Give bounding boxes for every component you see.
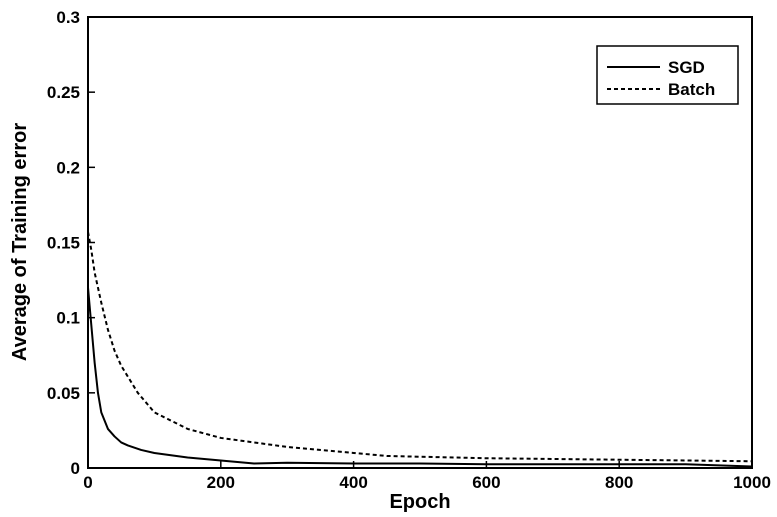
y-tick-label: 0.1 <box>56 309 80 328</box>
x-tick-label: 1000 <box>733 473 771 492</box>
x-tick-label: 200 <box>207 473 235 492</box>
y-tick-label: 0.05 <box>47 384 80 403</box>
series-line-batch <box>87 231 753 463</box>
x-axis-title: Epoch <box>389 491 450 513</box>
y-tick-label: 0.3 <box>56 8 80 27</box>
series-line-sgd <box>87 287 753 468</box>
x-tick-label: 0 <box>83 473 92 492</box>
legend-sgd-label: SGD <box>668 58 705 77</box>
y-tick-label: 0 <box>71 459 80 478</box>
y-tick-label: 0.15 <box>47 234 80 253</box>
y-tick-label: 0.25 <box>47 83 80 102</box>
y-tick-label: 0.2 <box>56 158 80 177</box>
x-tick-label: 400 <box>339 473 367 492</box>
y-axis-title: Average of Training error <box>9 123 31 361</box>
x-tick-label: 800 <box>605 473 633 492</box>
x-tick-label: 600 <box>472 473 500 492</box>
legend-batch-label: Batch <box>668 80 715 99</box>
legend-box <box>596 45 739 105</box>
legend: SGD Batch <box>596 45 739 105</box>
